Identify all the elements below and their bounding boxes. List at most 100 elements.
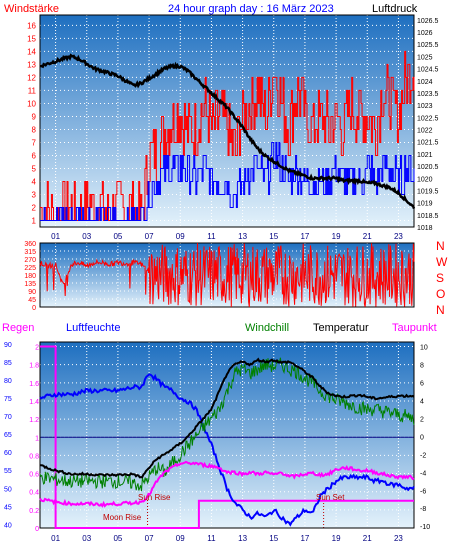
y-right-tick-1018: 1018	[417, 225, 433, 232]
y-regen-tick-0.8: 0.8	[29, 453, 39, 460]
series-rain	[40, 345, 414, 529]
x-tick-3-01: 01	[51, 534, 60, 543]
luftdruck-label: Luftdruck	[372, 3, 418, 15]
y-right-tick-1024.5: 1024.5	[417, 67, 439, 74]
panel-2-series	[39, 243, 415, 308]
x-tick-1-17: 17	[300, 232, 309, 241]
x-tick-3-21: 21	[363, 534, 372, 543]
series-pressure	[39, 53, 416, 210]
x-tick-3-23: 23	[394, 534, 403, 543]
windstaerke-label: Windstärke	[4, 3, 59, 15]
x-tick-3-19: 19	[332, 534, 341, 543]
y-left-tick-4: 4	[32, 177, 37, 186]
x-tick-3-09: 09	[176, 534, 185, 543]
y-left-tick-10: 10	[27, 99, 36, 108]
panel-3-frame	[39, 341, 415, 529]
y-temp-tick-10: 10	[420, 344, 428, 351]
x-tick-3-05: 05	[113, 534, 122, 543]
x-tick-1-13: 13	[238, 232, 247, 241]
y-temp-tick--10: -10	[420, 524, 430, 531]
y-left-tick-14: 14	[27, 47, 36, 56]
axes-labels: 01 03 05 07 09 11 13 15 17 19 21 231234567891011121…	[4, 18, 439, 543]
x-tick-1-03: 03	[82, 232, 91, 241]
y-humidity-tick-85: 85	[4, 360, 12, 367]
x-tick-3-17: 17	[300, 534, 309, 543]
y-regen-tick-2: 2	[35, 345, 39, 352]
y-right-tick-1020.5: 1020.5	[417, 164, 439, 171]
y-temp-tick-0: 0	[420, 434, 424, 441]
series-wind-direction	[39, 243, 415, 308]
y-right-tick-1021: 1021	[417, 152, 433, 159]
y-left-tick-7: 7	[32, 138, 37, 147]
y-right-tick-1024: 1024	[417, 79, 433, 86]
y-right-tick-1026.5: 1026.5	[417, 18, 439, 25]
annotation-sun-set: Sun Set	[316, 493, 345, 502]
y-right-tick-1020: 1020	[417, 176, 433, 183]
y-left-tick-5: 5	[32, 164, 37, 173]
y-humidity-tick-70: 70	[4, 414, 12, 421]
panel-2-frame	[39, 242, 415, 308]
windchill-label: Windchill	[245, 322, 289, 334]
y-regen-tick-1.2: 1.2	[29, 417, 39, 424]
y-right-tick-1025.5: 1025.5	[417, 42, 439, 49]
y-dir-tick-0: 0	[32, 305, 36, 312]
annotation-moon-rise: Moon Rise	[103, 513, 142, 522]
luftfeuchte-label: Luftfeuchte	[66, 322, 120, 334]
series-wind-avg	[40, 141, 415, 221]
y-left-tick-1: 1	[32, 216, 37, 225]
series-temperature	[39, 357, 415, 479]
x-tick-3-15: 15	[269, 534, 278, 543]
compass-w: W	[436, 255, 448, 269]
x-tick-3-11: 11	[207, 534, 216, 543]
y-right-tick-1026: 1026	[417, 30, 433, 37]
y-humidity-tick-80: 80	[4, 378, 12, 385]
y-left-tick-11: 11	[28, 86, 37, 95]
y-right-tick-1019: 1019	[417, 201, 433, 208]
y-right-tick-1023.5: 1023.5	[417, 91, 439, 98]
panel-1-frame	[39, 14, 415, 228]
panel-3-series	[39, 345, 415, 529]
y-right-tick-1022: 1022	[417, 128, 433, 135]
y-temp-tick-4: 4	[420, 398, 424, 405]
y-humidity-tick-90: 90	[4, 342, 12, 349]
panel-1-series	[39, 50, 416, 221]
y-regen-tick-1.4: 1.4	[29, 399, 39, 406]
y-dir-tick-315: 315	[24, 249, 36, 256]
x-tick-3-07: 07	[145, 534, 154, 543]
y-regen-tick-0.6: 0.6	[29, 472, 39, 479]
y-humidity-tick-60: 60	[4, 450, 12, 457]
grid-panel-2	[39, 242, 415, 308]
y-dir-tick-45: 45	[28, 297, 36, 304]
regen-label: Regen	[2, 322, 34, 334]
y-left-tick-2: 2	[32, 203, 37, 212]
x-tick-1-07: 07	[145, 232, 154, 241]
y-left-tick-15: 15	[27, 34, 36, 43]
x-tick-3-13: 13	[238, 534, 247, 543]
y-dir-tick-180: 180	[24, 273, 36, 280]
y-temp-tick-2: 2	[420, 416, 424, 423]
x-tick-1-23: 23	[394, 232, 403, 241]
x-tick-3-03: 03	[82, 534, 91, 543]
y-left-tick-8: 8	[32, 125, 37, 134]
y-temp-tick--4: -4	[420, 470, 426, 477]
y-dir-tick-90: 90	[28, 289, 36, 296]
y-temp-tick--8: -8	[420, 506, 426, 513]
compass-n-top: N	[436, 239, 445, 253]
compass-o: O	[436, 287, 445, 301]
y-temp-tick--2: -2	[420, 452, 426, 459]
x-tick-1-15: 15	[269, 232, 278, 241]
y-regen-tick-0.2: 0.2	[29, 508, 39, 515]
grid-panel-3	[39, 341, 415, 529]
y-dir-tick-360: 360	[24, 241, 36, 248]
y-left-tick-9: 9	[32, 112, 37, 121]
y-right-tick-1025: 1025	[417, 54, 433, 61]
compass-s: S	[436, 271, 444, 285]
taupunkt-label: Taupunkt	[392, 322, 437, 334]
y-left-tick-3: 3	[32, 190, 37, 199]
y-humidity-tick-65: 65	[4, 432, 12, 439]
y-regen-tick-1.6: 1.6	[29, 381, 39, 388]
y-left-tick-12: 12	[27, 73, 36, 82]
y-right-tick-1018.5: 1018.5	[417, 213, 439, 220]
annotation-sun-rise: Sun Rise	[138, 493, 171, 502]
